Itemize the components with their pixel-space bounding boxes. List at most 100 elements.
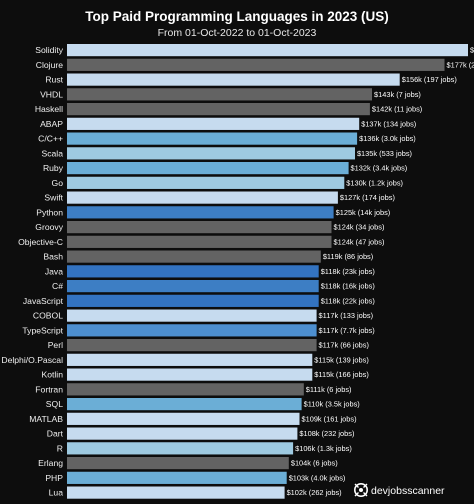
category-label: Solidity [35, 45, 63, 55]
value-label: $117k (66 jobs) [319, 341, 369, 350]
bar-vhdl [67, 88, 372, 101]
value-label: $127k (174 jobs) [340, 193, 395, 202]
bar-perl [67, 339, 317, 352]
category-label: Dart [47, 429, 64, 439]
bar-groovy [67, 221, 332, 234]
bar-matlab [67, 412, 300, 425]
category-label: SQL [46, 399, 63, 409]
value-label: $111k (6 jobs) [306, 385, 352, 394]
bar-php [67, 471, 287, 484]
value-label: $124k (47 jobs) [333, 237, 384, 246]
bar-delphi-o-pascal [67, 353, 313, 366]
bar-objective-c [67, 235, 332, 248]
category-label: Swift [44, 193, 63, 203]
category-label: Groovy [35, 222, 63, 232]
category-label: R [57, 443, 63, 453]
bar-c-c- [67, 132, 358, 145]
bar-haskell [67, 103, 370, 116]
bar-r [67, 442, 294, 455]
value-label: $102k (262 jobs) [287, 488, 342, 497]
devjobsscanner-logo-icon [354, 483, 368, 497]
brand-name: devjobsscanner [371, 485, 445, 497]
bar-cobol [67, 309, 317, 322]
value-label: $117k (7.7k jobs) [319, 326, 375, 335]
category-label: TypeScript [22, 325, 63, 335]
bar-scala [67, 147, 355, 160]
value-label: $118k (16k jobs) [321, 282, 375, 291]
category-label: Lua [49, 488, 64, 498]
category-label: C/C++ [38, 134, 63, 144]
value-label: $135k (533 jobs) [357, 149, 412, 158]
category-label: MATLAB [29, 414, 63, 424]
category-label: Ruby [43, 163, 64, 173]
bar-fortran [67, 383, 304, 396]
value-label: $125k (14k jobs) [336, 208, 391, 217]
category-label: Scala [42, 148, 64, 158]
bar-python [67, 206, 334, 219]
bar-lua [67, 486, 285, 499]
category-label: Objective-C [18, 237, 63, 247]
bar-clojure [67, 58, 445, 71]
value-label: $156k (197 jobs) [402, 75, 457, 84]
value-label: $188k (136 jobs) [470, 46, 474, 55]
category-label: Haskell [35, 104, 63, 114]
value-label: $132k (3.4k jobs) [351, 164, 408, 173]
category-label: VHDL [40, 89, 63, 99]
value-label: $130k (1.2k jobs) [346, 178, 403, 187]
bar-c- [67, 280, 319, 293]
bar-erlang [67, 457, 289, 470]
value-label: $118k (22k jobs) [321, 296, 375, 305]
bar-typescript [67, 324, 317, 337]
value-label: $118k (23k jobs) [321, 267, 375, 276]
bar-sql [67, 398, 302, 411]
bar-solidity [67, 44, 468, 57]
bar-kotlin [67, 368, 313, 381]
value-label: $104k (6 jobs) [291, 459, 338, 468]
value-label: $108k (232 jobs) [299, 429, 354, 438]
chart-subtitle: From 01-Oct-2022 to 01-Oct-2023 [158, 27, 317, 39]
category-label: JavaScript [23, 296, 64, 306]
value-label: $109k (161 jobs) [301, 414, 356, 423]
value-label: $143k (7 jobs) [374, 90, 421, 99]
category-label: Python [36, 207, 63, 217]
value-label: $137k (134 jobs) [361, 119, 416, 128]
value-label: $136k (3.0k jobs) [359, 134, 416, 143]
category-label: C# [52, 281, 63, 291]
category-label: Fortran [35, 384, 63, 394]
category-label: Delphi/O.Pascal [1, 355, 63, 365]
bar-javascript [67, 294, 319, 307]
value-label: $110k (3.5k jobs) [304, 400, 360, 409]
bar-bash [67, 250, 321, 263]
bar-java [67, 265, 319, 278]
value-label: $177k (28 jobs) [447, 60, 474, 69]
value-label: $119k (86 jobs) [323, 252, 373, 261]
category-label: Java [45, 266, 63, 276]
value-label: $115k (139 jobs) [314, 355, 369, 364]
value-label: $142k (11 jobs) [372, 105, 422, 114]
bar-swift [67, 191, 338, 204]
value-label: $106k (1.3k jobs) [295, 444, 352, 453]
bar-ruby [67, 162, 349, 175]
bar-abap [67, 117, 360, 130]
category-label: Bash [43, 252, 63, 262]
category-label: Erlang [38, 458, 63, 468]
category-label: Kotlin [42, 370, 64, 380]
bar-go [67, 176, 345, 189]
category-label: Perl [48, 340, 63, 350]
bar-dart [67, 427, 298, 440]
category-label: Clojure [36, 60, 63, 70]
category-label: Go [52, 178, 64, 188]
bar-rust [67, 73, 400, 86]
category-label: PHP [45, 473, 63, 483]
value-label: $103k (4.0k jobs) [289, 473, 346, 482]
chart-title: Top Paid Programming Languages in 2023 (… [85, 9, 389, 24]
brand: devjobsscanner [354, 483, 445, 497]
value-label: $117k (133 jobs) [319, 311, 374, 320]
category-label: COBOL [33, 311, 63, 321]
category-label: ABAP [40, 119, 63, 129]
category-label: Rust [45, 75, 63, 85]
value-label: $115k (166 jobs) [314, 370, 369, 379]
value-label: $124k (34 jobs) [333, 223, 384, 232]
bars-group: Solidity $188k (136 jobs) Clojure $177k (28… [1, 44, 474, 499]
